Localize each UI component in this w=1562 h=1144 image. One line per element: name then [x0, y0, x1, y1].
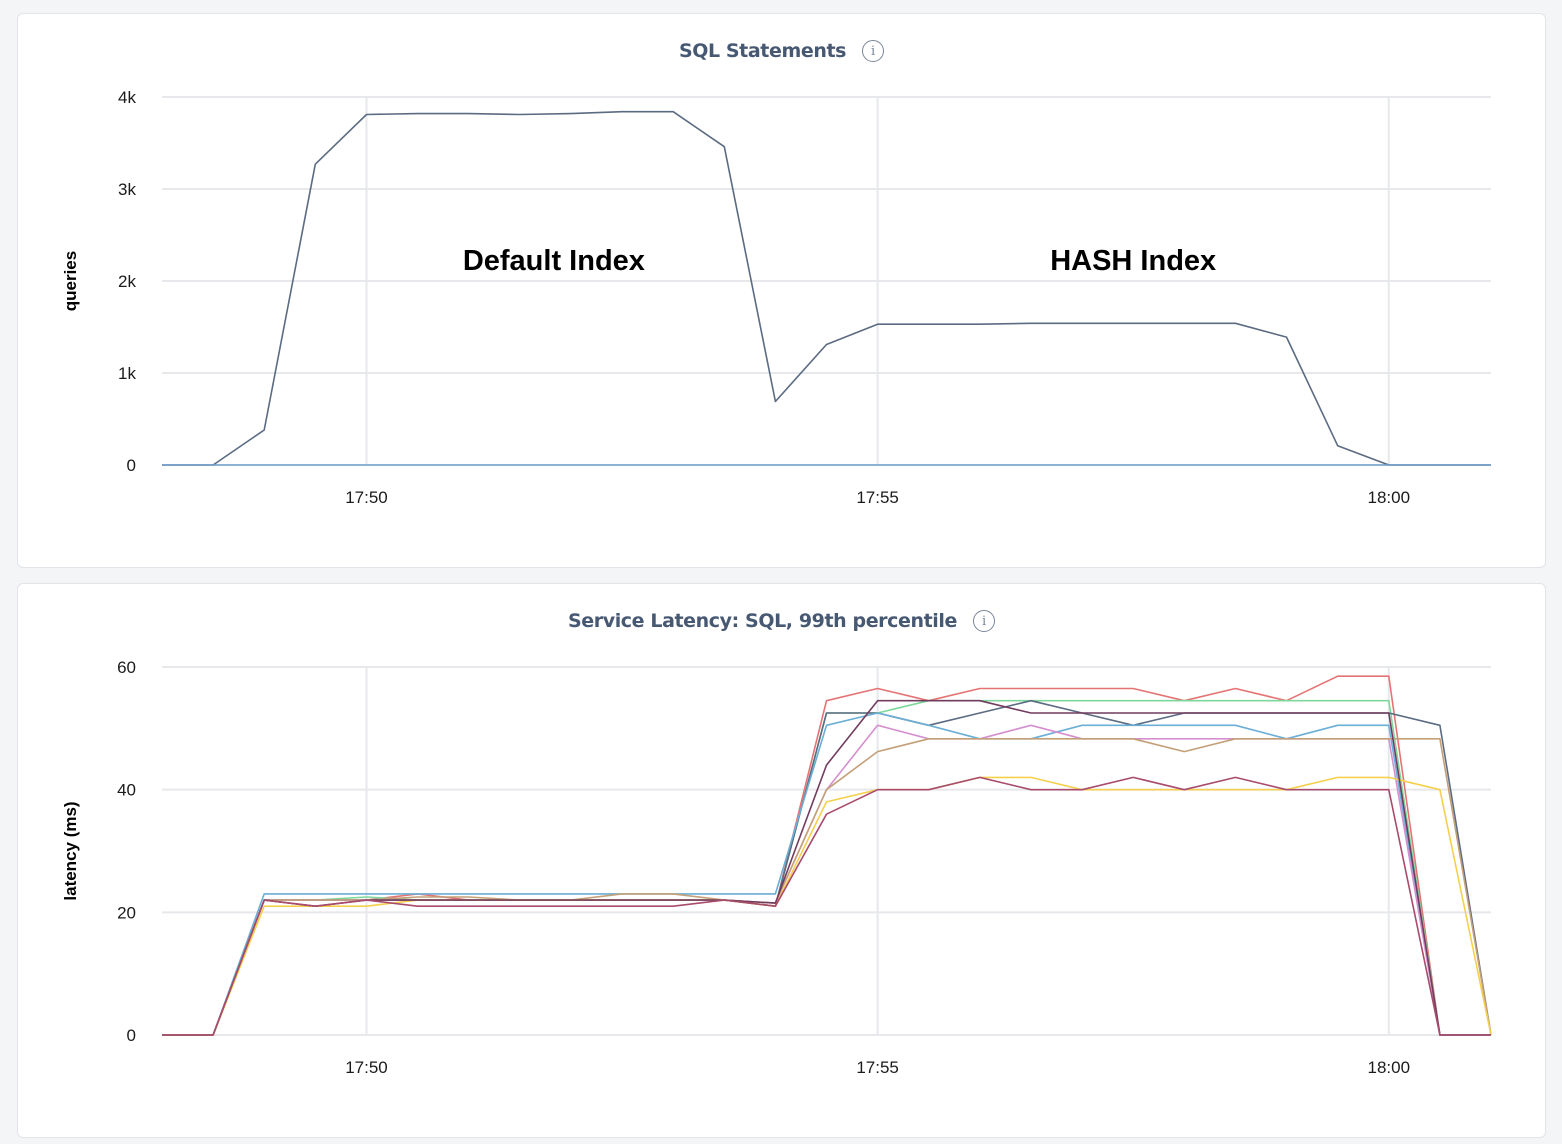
y-tick-label: 2k [118, 272, 136, 291]
info-icon[interactable]: i [862, 40, 885, 62]
y-axis-title: latency (ms) [61, 801, 80, 900]
sql-statements-panel: SQL Statements i 0 1k 2k 3k 4k 17:50 17:55 18:0… [17, 13, 1546, 568]
x-tick-label: 17:55 [856, 488, 899, 507]
y-tick-label: 20 [117, 903, 136, 922]
y-axis-title: queries [61, 251, 80, 311]
sql-statements-chart: 0 1k 2k 3k 4k 17:50 17:55 18:00 queries Default I… [61, 88, 1491, 507]
series-line [162, 738, 1492, 1036]
series-line [162, 699, 1492, 1036]
y-tick-label: 4k [118, 88, 136, 107]
info-icon[interactable]: i [973, 610, 996, 632]
y-tick-label: 3k [118, 180, 136, 199]
series-line [162, 776, 1492, 1036]
panel-title: Service Latency: SQL, 99th percentile [567, 610, 958, 632]
x-tick-label: 18:00 [1367, 1058, 1410, 1077]
series-line [162, 110, 1491, 466]
x-tick-label: 17:55 [856, 1058, 899, 1077]
y-tick-label: 60 [117, 658, 136, 677]
series-line [162, 699, 1491, 1036]
y-tick-label: 1k [118, 364, 136, 383]
chart-annotation: HASH Index [1050, 245, 1216, 277]
series-line [162, 699, 1491, 1036]
x-tick-label: 18:00 [1367, 488, 1410, 507]
series-line [162, 776, 1491, 1036]
series-line [162, 712, 1491, 1036]
y-tick-label: 0 [127, 456, 136, 475]
x-tick-label: 17:50 [345, 488, 388, 507]
service-latency-panel: Service Latency: SQL, 99th percentile i … [17, 583, 1546, 1138]
chart-annotation: Default Index [463, 245, 645, 277]
panel-header: Service Latency: SQL, 99th percentile i [18, 610, 1545, 632]
y-tick-label: 0 [127, 1026, 136, 1045]
panel-title: SQL Statements [678, 40, 847, 62]
service-latency-chart: 0 20 40 60 17:50 17:55 18:00 latency (ms) [61, 658, 1492, 1077]
series-line [162, 724, 1491, 1036]
x-tick-label: 17:50 [345, 1058, 388, 1077]
panel-header: SQL Statements i [18, 40, 1545, 62]
y-tick-label: 40 [117, 781, 136, 800]
series-line [162, 675, 1491, 1036]
